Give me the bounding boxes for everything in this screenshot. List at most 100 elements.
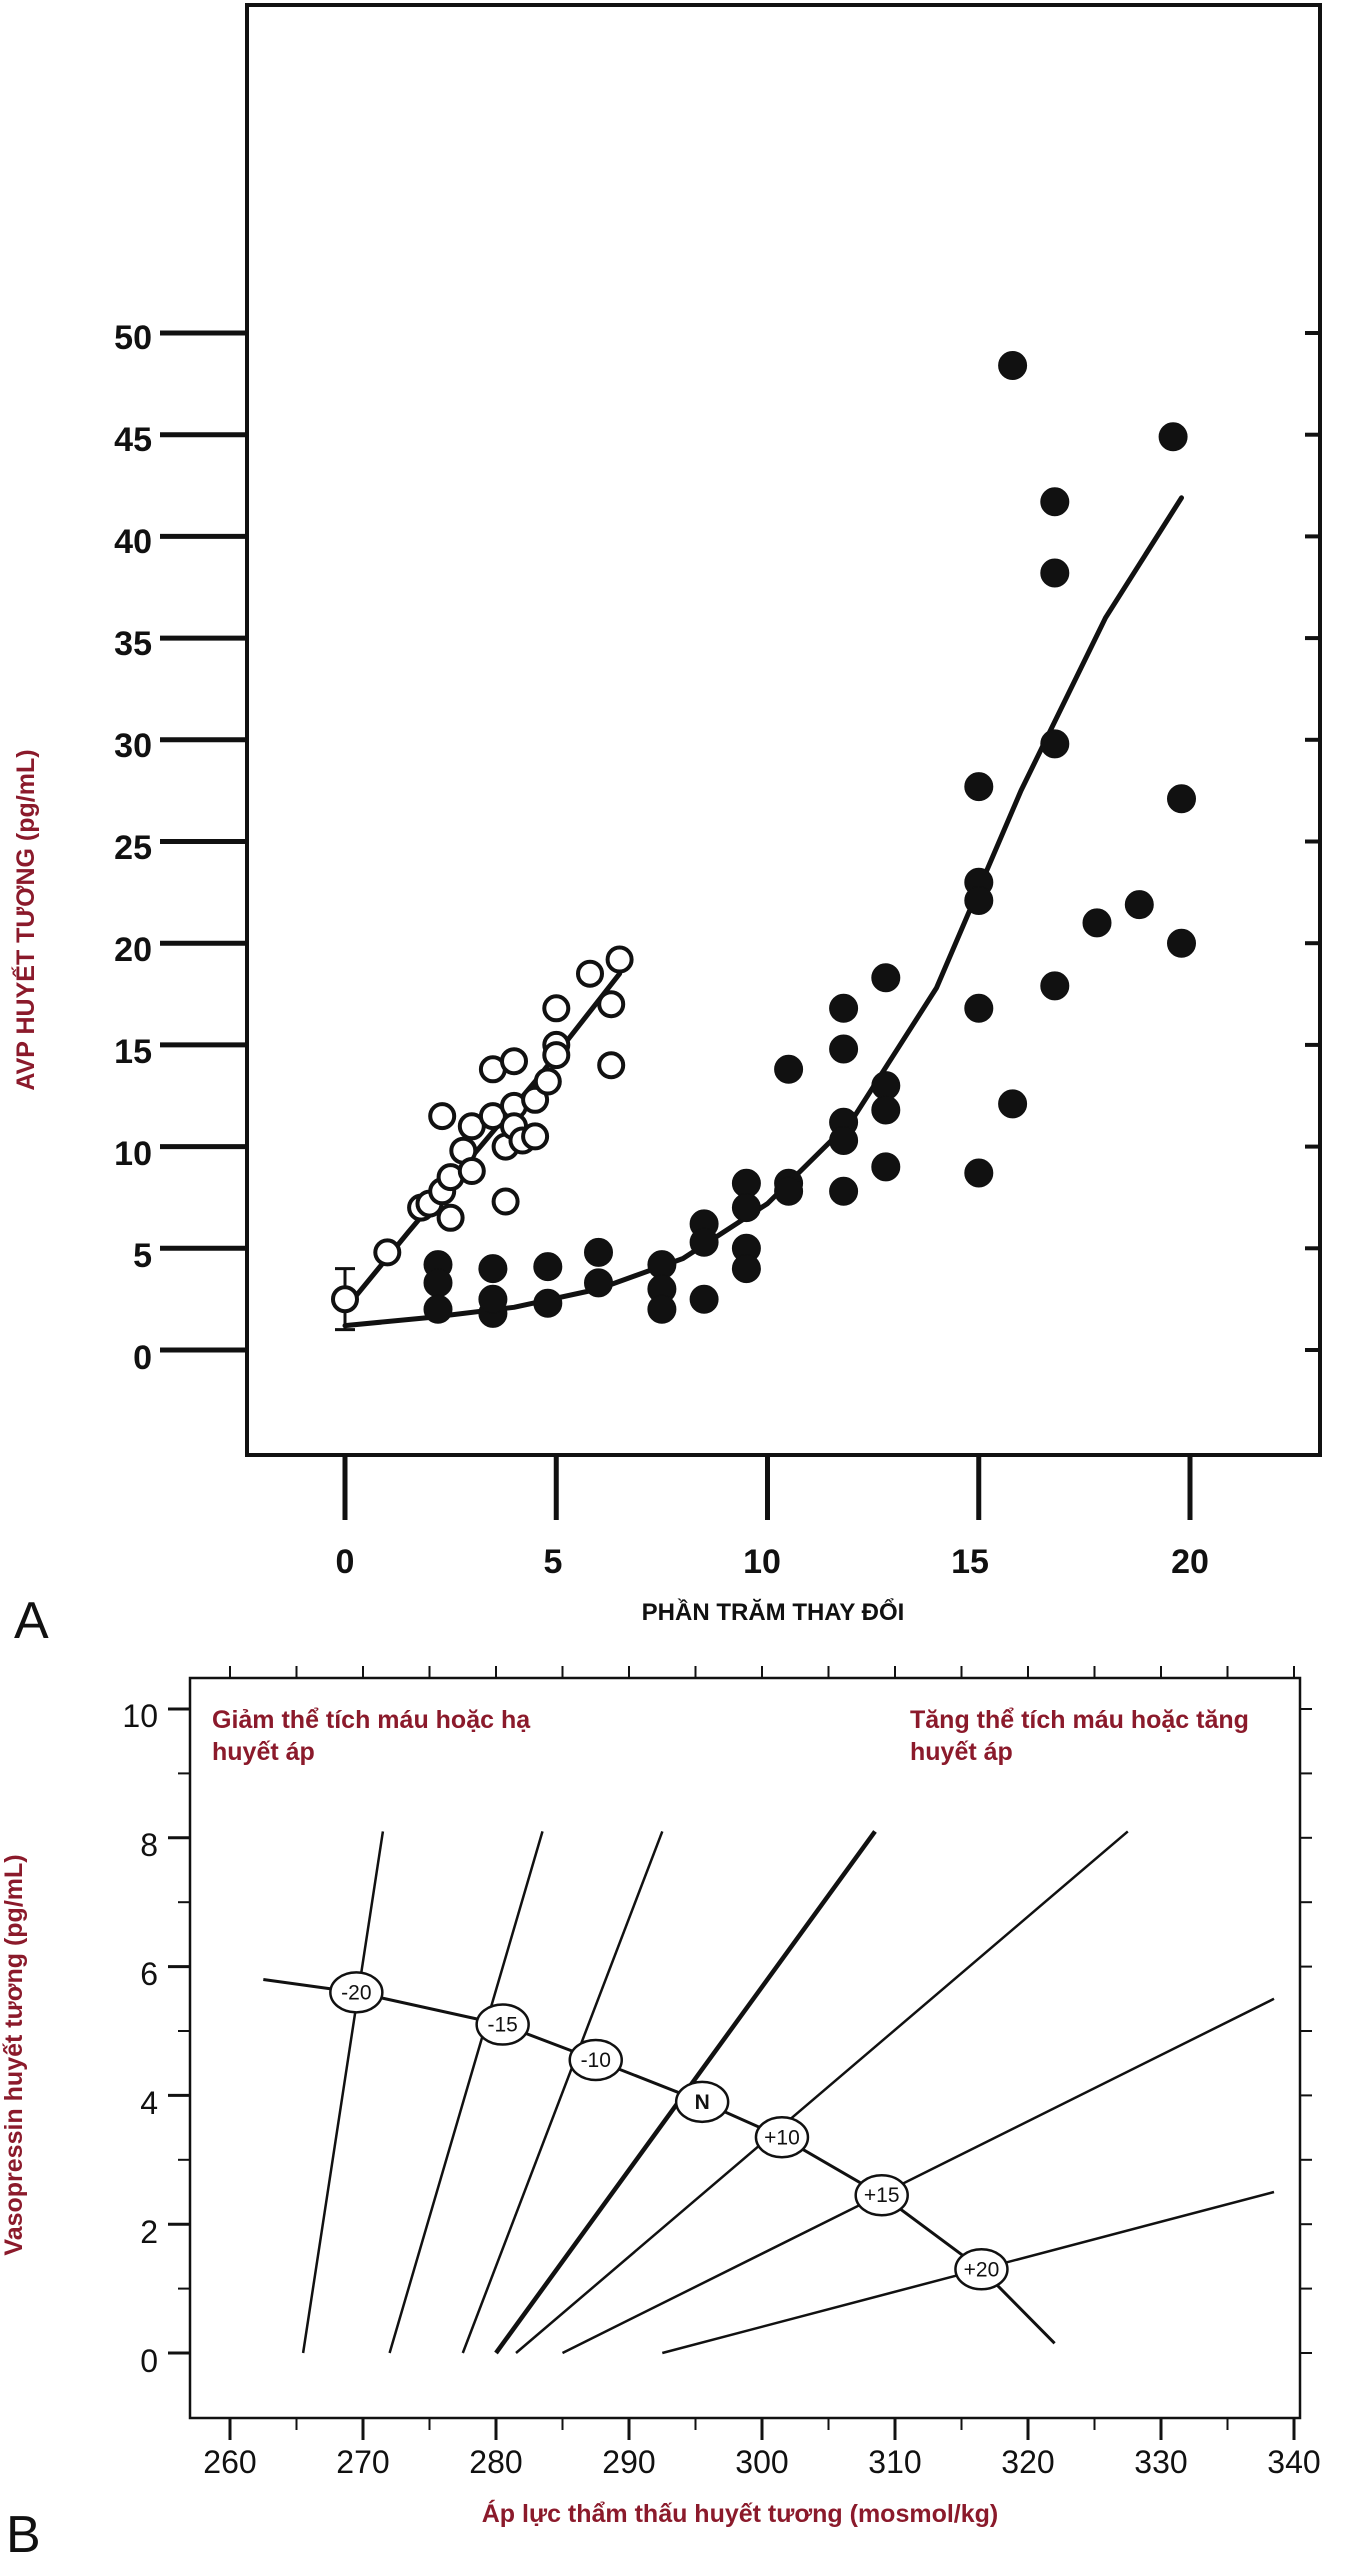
panel-a-filled-point (774, 1176, 804, 1206)
panel-a-open-point (457, 1157, 486, 1185)
panel-a-y-tick-label: 5 (133, 1237, 152, 1275)
panel-b-isobar-marker (754, 2116, 810, 2159)
panel-a-filled-point (689, 1227, 719, 1257)
panel-a-y-tick-label: 40 (114, 523, 152, 561)
panel-a-x-tick-label: 5 (544, 1543, 563, 1581)
panel-a-open-point (542, 1041, 571, 1070)
panel-a-filled-point (478, 1254, 508, 1284)
panel-a-y-tick-label: 10 (114, 1135, 152, 1173)
panel-a-open-point (436, 1203, 465, 1232)
panel-a-filled-point (998, 1089, 1028, 1119)
panel-a-open-point (373, 1238, 402, 1267)
panel-a-filled-point (584, 1268, 613, 1298)
panel-a-filled-point (998, 351, 1028, 380)
annotation-line: huyết áp (910, 1738, 1013, 1766)
panel-b-y-tick-label: 10 (122, 1698, 158, 1734)
panel-a-x-tick-label: 15 (951, 1543, 989, 1581)
panel-b-axes (168, 1666, 1312, 2440)
panel-b-x-tick-label: 260 (203, 2444, 256, 2480)
panel-a-open-point (597, 1051, 626, 1080)
panel-a-open-point (521, 1122, 550, 1151)
panel-a-filled-point (871, 1071, 901, 1101)
panel-b-isobar-marker (854, 2173, 909, 2217)
panel-b-isobar-line (388, 1831, 544, 2354)
panel-a-open-point (533, 1067, 562, 1096)
panel-a-filled-point (478, 1284, 508, 1314)
panel-b-y-tick-label: 2 (140, 2214, 158, 2250)
panel-a-x-tick-label: 10 (743, 1543, 781, 1581)
panel-b-x-tick-label: 310 (868, 2444, 921, 2480)
panel-b-annotation-hypervolemia: Tăng thể tích máu hoặc tăng huyết áp (910, 1706, 1249, 1766)
panel-a-filled-point (1040, 971, 1070, 1001)
panel-a-filled-point (774, 1054, 804, 1084)
panel-a-filled-point (647, 1294, 677, 1324)
panel-a-y-tick-label: 20 (114, 931, 152, 969)
panel-b-x-tick-label: 300 (735, 2444, 788, 2480)
panel-a-filled-point (964, 993, 994, 1023)
panel-b-frame (188, 1676, 1302, 2420)
panel-a-filled-point (533, 1288, 563, 1318)
panel-b-x-tick-label: 290 (602, 2444, 655, 2480)
panel-b-isobar-marker (568, 2038, 623, 2082)
panel-a-filled-point (871, 1152, 901, 1182)
panel-a-x-axis-title: PHẦN TRĂM THAY ĐỔI (642, 1598, 905, 1626)
panel-a-filled-point (829, 1126, 859, 1155)
panel-a-y-tick-label: 0 (133, 1339, 152, 1377)
panel-a-filled-point (533, 1252, 563, 1282)
panel-a-fit-curve-filled (342, 495, 1184, 1329)
panel-a-filled-point (1082, 908, 1112, 938)
panel-a-open-point (331, 1285, 359, 1314)
panel-a-y-tick-label: 25 (114, 829, 152, 867)
panel-a-open-point (428, 1102, 457, 1131)
panel-a-filled-point (647, 1250, 677, 1280)
panel-b-isobar-label: N (695, 2091, 710, 2114)
panel-a-data-points (331, 351, 1196, 1328)
panel-b-isobar-label: +15 (864, 2184, 900, 2207)
panel-a-filled-point (1040, 487, 1070, 517)
panel-a-filled-point (1040, 558, 1070, 588)
panel-a-filled-point (964, 1158, 994, 1188)
panel-a-filled-point (731, 1254, 761, 1284)
panel-b-isobar-label: +10 (764, 2126, 800, 2149)
panel-a-open-point (491, 1187, 520, 1216)
panel-a-filled-point (731, 1193, 761, 1223)
panel-b-y-tick-label: 6 (140, 1956, 158, 1992)
panel-a-x-tick-label: 20 (1171, 1543, 1209, 1581)
panel-a-filled-point (1167, 928, 1196, 958)
panel-b-x-axis-title: Áp lực thẩm thấu huyết tương (mosmol/kg) (482, 2499, 999, 2528)
panel-b-isobar-marker (674, 2080, 730, 2124)
panel-a-filled-point (829, 1176, 859, 1206)
panel-b-isobar-line (461, 1830, 664, 2354)
panel-b-isobar-marker (954, 2248, 1009, 2291)
panel-b-x-tick-label: 330 (1134, 2444, 1187, 2480)
panel-b-x-tick-label: 280 (469, 2444, 522, 2480)
panel-a-filled-point (1158, 422, 1188, 452)
panel-a-chart: 0 5 10 15 20 0 5 10 15 20 25 30 35 40 45… (11, 3, 1322, 1650)
panel-a-filled-point (423, 1294, 453, 1324)
panel-a-filled-point (423, 1268, 453, 1298)
panel-a-open-point (521, 1085, 550, 1114)
panel-a-open-point (605, 945, 634, 974)
panel-a-filled-point (829, 1034, 859, 1064)
panel-b-isobar-line (515, 1830, 1129, 2354)
panel-a-filled-point (689, 1284, 719, 1314)
panel-b-letter: B (6, 2506, 41, 2560)
panel-a-filled-point (1167, 784, 1196, 814)
panel-b-isobar-label: -20 (341, 1981, 371, 2004)
panel-a-axes (160, 330, 1320, 1520)
panel-b-x-tick-label: 340 (1267, 2444, 1320, 2480)
panel-b-isobar-line (561, 1997, 1275, 2355)
panel-b-chart: -20 -15 -10 N +10 +15 +20 0 2 4 6 8 10 260 270… (0, 1666, 1321, 2560)
panel-b-y-axis-title: Vasopressin huyết tương (pg/mL) (0, 1854, 28, 2255)
panel-b-isobar-line (301, 1831, 385, 2354)
panel-a-y-tick-label: 35 (114, 625, 152, 663)
panel-a-filled-point (1124, 890, 1154, 920)
panel-b-isobar-label: +20 (964, 2258, 1000, 2281)
panel-a-filled-point (871, 1095, 901, 1125)
panel-a-open-point (576, 959, 604, 988)
panel-a-open-point (597, 990, 626, 1019)
panel-b-set-point-curve (263, 1978, 1056, 2345)
panel-a-filled-point (964, 886, 994, 915)
panel-b-isobar-lines (301, 1830, 1275, 2355)
annotation-line: Giảm thể tích máu hoặc hạ (212, 1706, 531, 1734)
